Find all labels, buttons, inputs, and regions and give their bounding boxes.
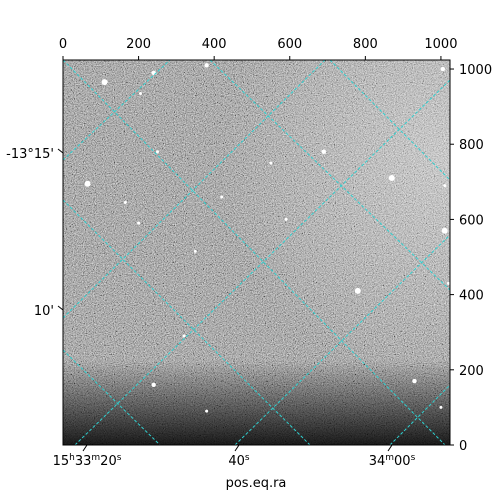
dec-grid-line (234, 234, 450, 445)
dec-grid-line (389, 384, 450, 445)
star-sources (84, 63, 450, 413)
dec-axis: -13°15' 10' (6, 147, 64, 319)
ra-tick-label: 15h33m20s (53, 453, 122, 469)
ra-tick-mark (234, 444, 240, 452)
dec-grid-line (63, 60, 171, 161)
ra-grid-line (209, 60, 450, 291)
star (388, 175, 395, 182)
plot-frame (62, 59, 451, 446)
ra-grid-line (63, 349, 161, 445)
top-tick-label: 800 (353, 37, 378, 52)
star (138, 91, 142, 95)
right-tick-label: 400 (459, 289, 484, 304)
ra-grid-line (63, 60, 446, 445)
star (269, 161, 273, 165)
right-tick-label: 800 (459, 138, 484, 153)
coordinate-grid (63, 60, 450, 445)
ra-tick-mark (387, 444, 393, 452)
star (151, 382, 156, 388)
dec-tick-label: -13°15' (6, 147, 54, 162)
top-tick-label: 600 (277, 37, 302, 52)
star (205, 409, 209, 413)
right-tick-label: 0 (459, 439, 467, 454)
star (84, 180, 91, 187)
star (193, 249, 197, 253)
star (204, 63, 209, 68)
star (412, 378, 417, 384)
star (446, 281, 450, 285)
top-tick-label: 200 (126, 37, 151, 52)
star (137, 221, 141, 225)
dec-tick-mark (57, 148, 64, 154)
star (155, 150, 159, 154)
star (123, 200, 127, 204)
star (321, 149, 326, 154)
ra-tick-label: 40s (228, 453, 250, 469)
ra-tick-label: 34m00s (369, 453, 416, 469)
right-tick-label: 200 (459, 364, 484, 379)
dec-tick-mark (57, 305, 64, 311)
star (439, 405, 443, 409)
top-tick-label: 0 (59, 37, 67, 52)
top-tick-label: 1000 (424, 37, 457, 52)
ra-grid-line (329, 60, 450, 181)
ra-tick-mark (82, 444, 88, 452)
top-tick-label: 400 (202, 37, 227, 52)
star (101, 79, 108, 86)
star (182, 334, 186, 338)
right-tick-label: 1000 (459, 63, 492, 78)
right-pixel-axis: 0 200 400 600 800 1000 (450, 63, 492, 454)
ra-axis: 15h33m20s 40s 34m00s (53, 444, 416, 469)
star (220, 195, 224, 199)
dec-grid-line (74, 79, 450, 445)
star (443, 184, 447, 188)
ra-grid-line (63, 199, 311, 445)
star (441, 227, 448, 234)
star (284, 217, 288, 221)
dec-grid-line (63, 60, 326, 319)
star (440, 66, 446, 72)
x-axis-label: pos.eq.ra (226, 476, 287, 491)
top-pixel-axis: 0 200 400 600 800 1000 (59, 37, 457, 60)
dec-tick-label: 10' (34, 304, 54, 319)
sky-image (63, 60, 450, 445)
right-tick-label: 600 (459, 213, 484, 228)
star (354, 287, 361, 294)
